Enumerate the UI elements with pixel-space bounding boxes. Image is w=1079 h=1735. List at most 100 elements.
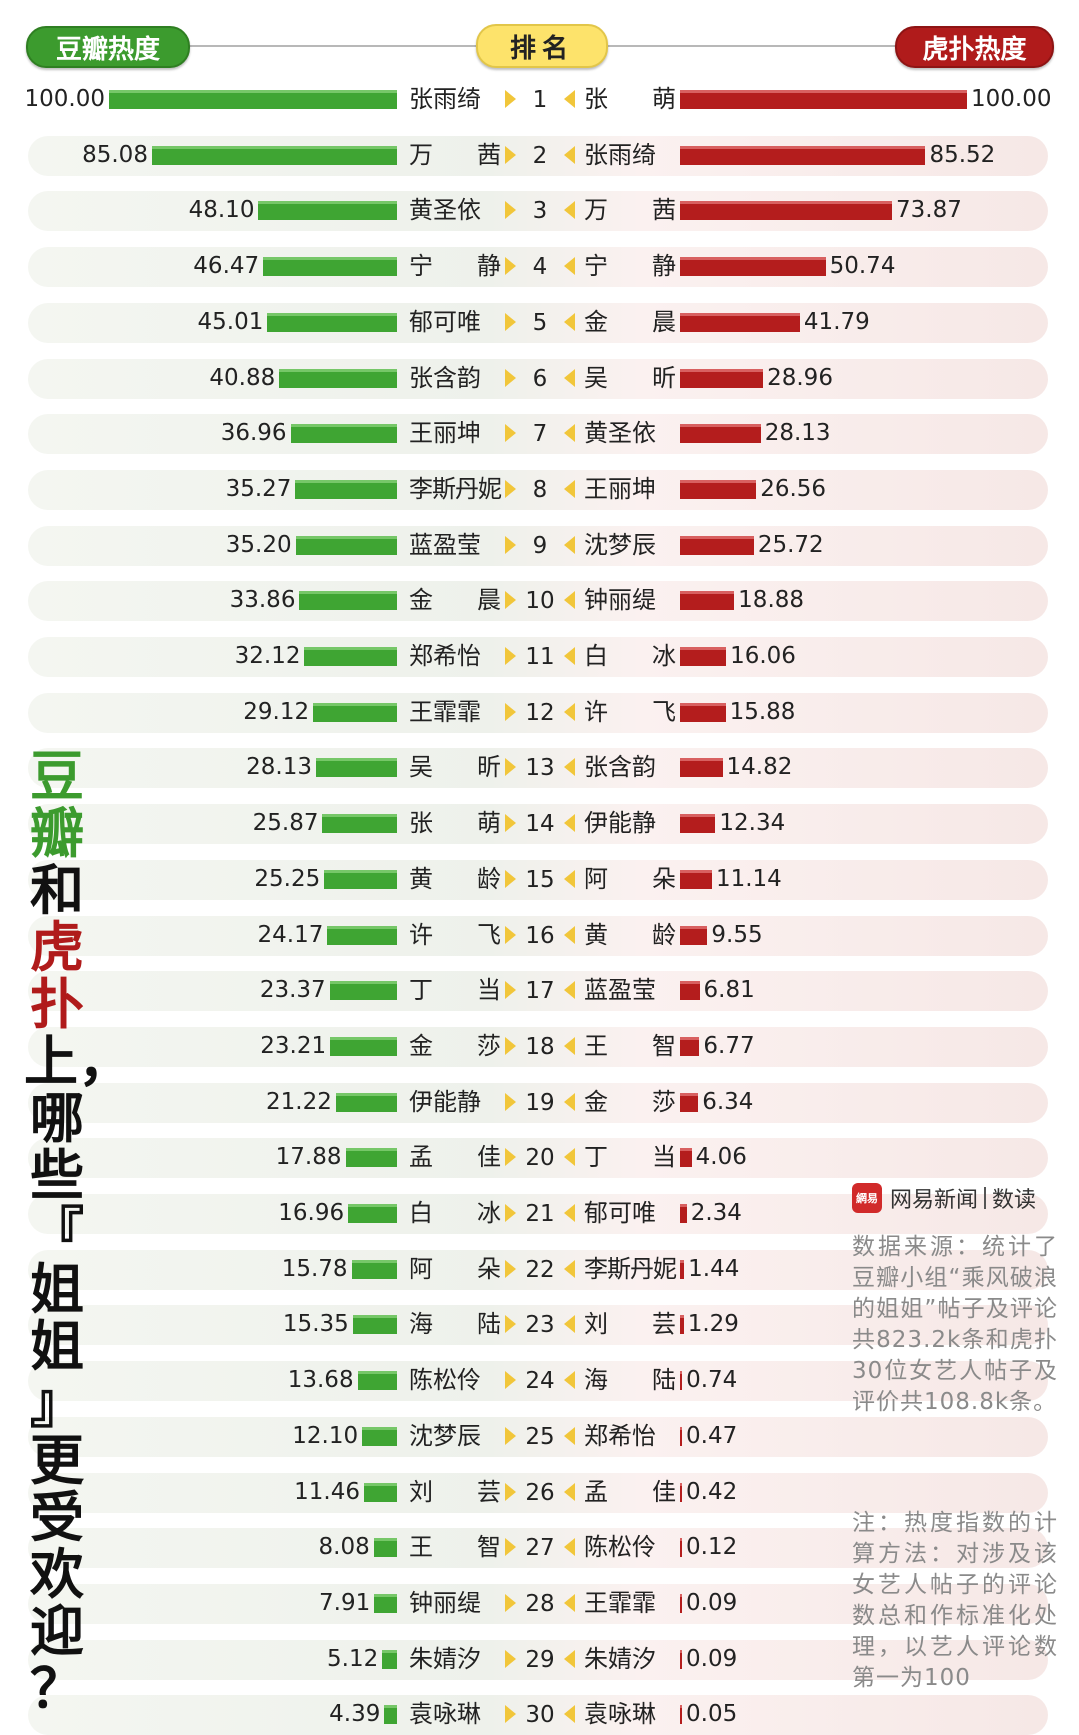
- douban-bar: [315, 758, 397, 778]
- arrow-left-icon: [564, 1593, 575, 1612]
- douban-name: 钟丽缇: [409, 1588, 481, 1617]
- hupu-name: 沈梦辰: [584, 530, 656, 559]
- row-background: [28, 915, 1048, 956]
- arrow-right-icon: [505, 702, 516, 721]
- douban-value: 16.96: [278, 1200, 345, 1226]
- arrow-right-icon: [505, 1426, 516, 1445]
- hupu-name: 王霏霏: [584, 1588, 656, 1617]
- data-source-note: 数据来源：统计了豆瓣小组“乘风破浪的姐姐”帖子及评论共823.2k条和虎扑30位…: [852, 1234, 1058, 1415]
- hupu-name: 阿朵: [584, 864, 676, 893]
- douban-value: 11.46: [294, 1478, 360, 1505]
- arrow-left-icon: [564, 925, 575, 944]
- hupu-name: 张萌: [584, 85, 676, 113]
- hupu-name: 伊能静: [584, 809, 656, 838]
- logo-column: 数读: [992, 1188, 1037, 1213]
- side-title-char: ？: [30, 1657, 84, 1720]
- hupu-name: 白冰: [584, 642, 676, 670]
- rank-number: 9: [532, 532, 548, 559]
- douban-value: 35.20: [225, 531, 292, 558]
- row-background: [28, 1138, 1048, 1179]
- douban-name: 海陆: [409, 1310, 501, 1339]
- row-background: [28, 1249, 1048, 1290]
- hupu-name: 海陆: [584, 1366, 676, 1395]
- arrow-right-icon: [505, 1593, 516, 1612]
- douban-value: 5.12: [327, 1645, 379, 1672]
- hupu-bar: [680, 201, 892, 221]
- side-title-char: 欢: [30, 1543, 84, 1606]
- douban-value: 7.91: [319, 1589, 371, 1616]
- douban-bar: [362, 1426, 397, 1446]
- hupu-value: 1.44: [688, 1255, 740, 1282]
- douban-name: 朱婧汐: [409, 1644, 481, 1673]
- douban-bar: [267, 312, 397, 332]
- row-background: [28, 358, 1048, 399]
- rank-number: 23: [525, 1312, 555, 1339]
- row-background: [28, 748, 1048, 789]
- row-background: [28, 1639, 1048, 1680]
- arrow-right-icon: [505, 1036, 516, 1055]
- rank-number: 1: [532, 87, 548, 113]
- arrow-left-icon: [564, 201, 575, 220]
- hupu-value: 0.09: [686, 1645, 738, 1672]
- douban-name: 张雨绮: [409, 85, 481, 113]
- arrow-left-icon: [564, 1426, 575, 1445]
- douban-name: 吴昕: [409, 753, 501, 782]
- douban-value: 33.86: [229, 587, 296, 614]
- hupu-value: 2.34: [690, 1200, 742, 1226]
- douban-value: 13.68: [287, 1367, 354, 1394]
- row-background: [28, 1583, 1048, 1624]
- rank-number: 3: [532, 198, 548, 225]
- hupu-name: 张雨绮: [584, 140, 656, 169]
- arrow-left-icon: [564, 981, 575, 1000]
- douban-value: 25.25: [254, 865, 321, 892]
- arrow-right-icon: [505, 758, 516, 777]
- arrow-right-icon: [505, 1482, 516, 1501]
- arrow-left-icon: [564, 1705, 575, 1724]
- hupu-bar: [680, 981, 700, 1001]
- row-background: [28, 581, 1048, 622]
- row-background: [28, 1082, 1048, 1123]
- douban-bar: [313, 702, 397, 722]
- hupu-value: 41.79: [803, 308, 870, 335]
- hupu-value: 25.72: [757, 531, 824, 558]
- douban-value: 48.10: [188, 197, 255, 224]
- hupu-name: 王丽坤: [584, 474, 656, 503]
- douban-name: 张萌: [409, 809, 501, 838]
- arrow-right-icon: [505, 981, 516, 1000]
- hupu-name: 孟佳: [584, 1477, 676, 1506]
- arrow-left-icon: [564, 591, 575, 610]
- douban-name: 沈梦辰: [409, 1421, 481, 1450]
- netease-logo: 網易 网易新闻 数读: [852, 1182, 1036, 1214]
- douban-bar: [382, 1649, 397, 1669]
- side-title-char: 瓣: [30, 802, 84, 865]
- douban-name: 黄龄: [409, 864, 501, 893]
- douban-name: 郁可唯: [409, 307, 481, 336]
- rank-number: 2: [532, 142, 548, 169]
- hupu-value: 4.06: [695, 1144, 747, 1171]
- hupu-value: 100.00: [971, 86, 1052, 112]
- row-background: [28, 1472, 1048, 1513]
- hupu-value: 16.06: [730, 643, 796, 669]
- arrow-right-icon: [505, 1092, 516, 1111]
- douban-bar: [151, 145, 397, 165]
- arrow-right-icon: [505, 201, 516, 220]
- hupu-bar: [680, 312, 800, 332]
- hupu-value: 50.74: [829, 253, 896, 280]
- douban-name: 万茜: [409, 140, 501, 169]
- row-background: [28, 469, 1048, 510]
- rank-number: 4: [532, 254, 548, 281]
- side-title-char: 豆: [30, 745, 84, 808]
- hupu-bar: [680, 1371, 683, 1391]
- row-background: [28, 414, 1048, 455]
- arrow-left-icon: [564, 1315, 575, 1334]
- rank-number: 15: [525, 866, 555, 893]
- rank-number: 10: [525, 588, 555, 615]
- arrow-left-icon: [564, 647, 575, 665]
- arrow-left-icon: [564, 1649, 575, 1668]
- side-title-char: 虎: [30, 916, 84, 979]
- arrow-left-icon: [564, 257, 575, 276]
- hupu-name: 陈松伶: [584, 1533, 656, 1562]
- douban-bar: [329, 981, 397, 1001]
- arrow-right-icon: [505, 814, 516, 833]
- douban-name: 金莎: [409, 1031, 501, 1060]
